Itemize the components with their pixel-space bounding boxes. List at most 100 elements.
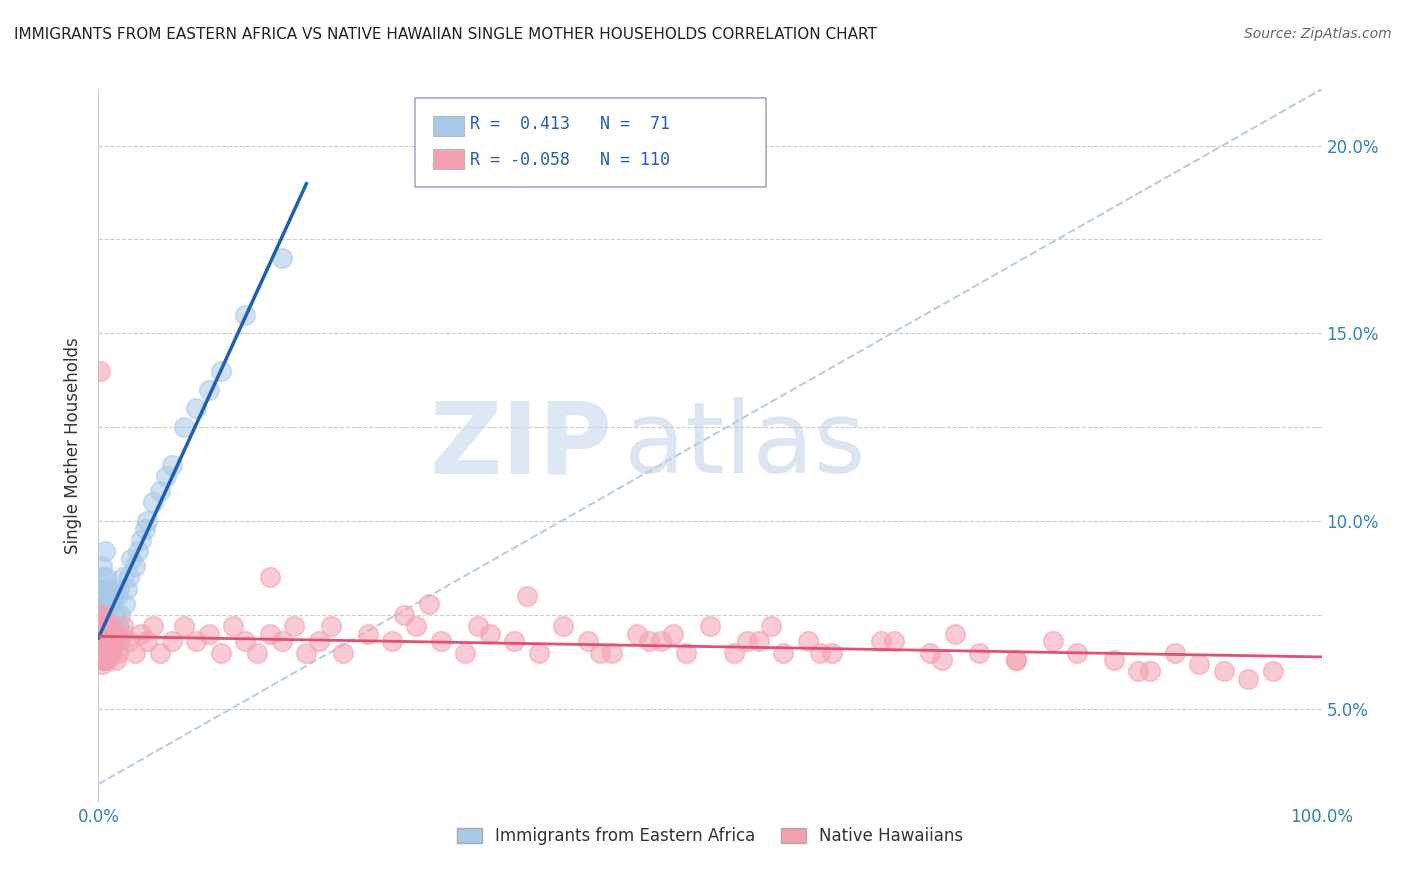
Point: [118, 570, 141, 584]
Point: [94, 627, 117, 641]
Point: [91, 657, 114, 671]
Point: [91, 634, 114, 648]
Point: [96, 653, 118, 667]
Point: [1102, 653, 1125, 667]
Text: Source: ZipAtlas.com: Source: ZipAtlas.com: [1244, 27, 1392, 41]
Point: [124, 559, 146, 574]
Point: [96, 627, 118, 641]
Point: [101, 627, 124, 641]
Point: [101, 646, 124, 660]
Point: [93, 634, 115, 648]
Point: [94, 646, 117, 660]
Text: R =  0.413   N =  71: R = 0.413 N = 71: [470, 115, 669, 133]
Point: [93, 627, 115, 641]
Point: [1261, 665, 1284, 679]
Point: [101, 589, 124, 603]
Point: [160, 458, 183, 472]
Point: [134, 522, 156, 536]
Point: [89, 634, 111, 648]
Point: [90, 634, 112, 648]
Point: [735, 634, 758, 648]
Point: [270, 634, 294, 648]
Point: [94, 607, 117, 622]
Point: [96, 582, 118, 596]
Point: [233, 308, 256, 322]
Point: [94, 646, 117, 660]
Point: [1004, 653, 1026, 667]
Point: [91, 589, 114, 603]
Point: [515, 589, 537, 603]
Point: [100, 619, 122, 633]
Point: [111, 570, 134, 584]
Point: [454, 646, 477, 660]
Point: [662, 627, 685, 641]
Point: [478, 627, 501, 641]
Point: [91, 582, 114, 596]
Point: [91, 653, 114, 667]
Point: [600, 646, 623, 660]
Point: [104, 653, 127, 667]
Point: [626, 627, 648, 641]
Point: [91, 627, 114, 641]
Point: [111, 627, 134, 641]
Point: [93, 653, 115, 667]
Point: [91, 570, 114, 584]
Point: [93, 653, 115, 667]
Point: [97, 619, 120, 633]
Point: [430, 634, 453, 648]
Point: [89, 619, 111, 633]
Point: [1139, 665, 1161, 679]
Point: [105, 589, 128, 603]
Point: [89, 607, 111, 622]
Point: [136, 514, 159, 528]
Point: [186, 401, 208, 416]
Point: [90, 589, 112, 603]
Point: [89, 634, 111, 648]
Point: [98, 634, 121, 648]
Point: [97, 627, 120, 641]
Point: [97, 646, 120, 660]
Point: [160, 634, 183, 648]
Point: [104, 607, 127, 622]
Point: [319, 619, 342, 633]
Point: [197, 383, 219, 397]
Point: [89, 364, 111, 378]
Point: [105, 627, 128, 641]
Point: [295, 646, 318, 660]
Point: [797, 634, 820, 648]
Point: [90, 646, 112, 660]
Point: [108, 582, 131, 596]
Point: [920, 646, 942, 660]
Point: [91, 607, 114, 622]
Point: [808, 646, 831, 660]
Point: [89, 646, 111, 660]
Point: [748, 634, 770, 648]
Point: [90, 646, 112, 660]
Point: [101, 597, 124, 611]
Point: [110, 634, 132, 648]
Point: [100, 646, 122, 660]
Point: [98, 597, 121, 611]
Point: [90, 607, 112, 622]
Point: [93, 619, 115, 633]
Point: [332, 646, 354, 660]
Point: [100, 634, 122, 648]
Point: [101, 627, 124, 641]
Point: [173, 420, 195, 434]
Point: [96, 653, 118, 667]
Point: [93, 634, 115, 648]
Point: [120, 551, 142, 566]
Point: [91, 607, 114, 622]
Text: ZIP: ZIP: [429, 398, 612, 494]
Point: [101, 634, 124, 648]
Point: [527, 646, 550, 660]
Point: [142, 619, 165, 633]
Point: [149, 484, 172, 499]
Point: [931, 653, 953, 667]
Point: [96, 634, 118, 648]
Point: [91, 646, 114, 660]
Point: [142, 495, 165, 509]
Point: [1066, 646, 1088, 660]
Point: [115, 582, 138, 596]
Point: [89, 619, 111, 633]
